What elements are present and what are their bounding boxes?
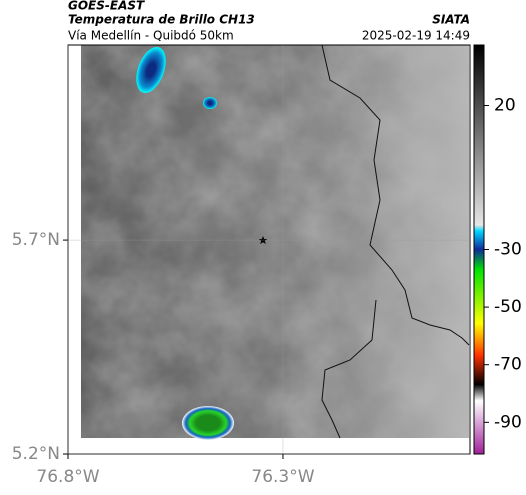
cloud: [136, 47, 166, 93]
map: [67, 44, 471, 455]
org: SIATA: [432, 13, 470, 27]
subtitle: Temperatura de Brillo CH13: [68, 13, 255, 27]
colorbar-label: 20: [494, 95, 516, 115]
lat-label: 5.2°N: [12, 444, 60, 464]
lat-label: 5.7°N: [12, 230, 60, 250]
ticks: 5.7°N 5.2°N 76.8°W 76.3°W 20 -30 -50 -70 -90: [12, 45, 522, 487]
cloud: [203, 97, 217, 109]
colorbar-label: -70: [494, 355, 522, 375]
texture: [81, 45, 469, 438]
colorbar-label: -90: [494, 412, 522, 432]
border: [321, 44, 470, 346]
route: Vía Medellín - Quibdó 50km: [68, 29, 234, 43]
colorbar: [473, 44, 485, 455]
border: [321, 299, 377, 439]
colorbar-label: -30: [494, 240, 522, 260]
lon-label: 76.8°W: [36, 467, 99, 487]
title: GOES-EAST: [68, 0, 145, 13]
colorbar-label: -50: [494, 297, 522, 317]
lon-label: 76.3°W: [251, 467, 314, 487]
cloud: [182, 406, 234, 440]
datetime: 2025-02-19 14:49: [362, 29, 470, 43]
